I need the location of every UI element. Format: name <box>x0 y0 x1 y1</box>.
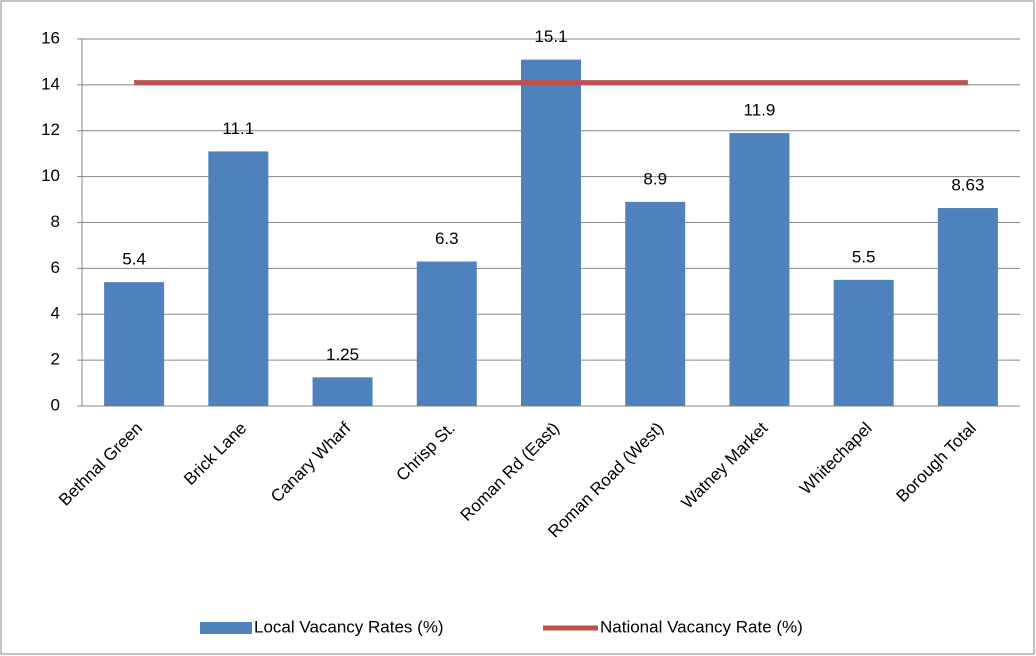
y-tick-label: 2 <box>51 350 60 369</box>
bar <box>416 261 477 406</box>
bar <box>208 151 269 406</box>
legend-swatch <box>200 622 252 634</box>
bar <box>625 201 686 406</box>
y-tick-label: 4 <box>51 304 60 323</box>
data-label: 15.1 <box>534 27 567 46</box>
data-label: 11.9 <box>744 101 776 120</box>
bar <box>937 208 998 406</box>
y-tick-label: 10 <box>41 166 60 185</box>
y-tick-label: 8 <box>51 212 60 231</box>
bar <box>104 282 165 406</box>
data-label: 8.9 <box>643 169 667 188</box>
bar <box>521 59 581 407</box>
data-label: 5.5 <box>852 247 876 266</box>
data-label: 8.63 <box>951 176 984 195</box>
bar <box>833 279 894 406</box>
bar <box>729 133 790 406</box>
y-tick-label: 6 <box>51 258 60 277</box>
y-tick-label: 12 <box>41 120 60 139</box>
data-label: 5.4 <box>122 250 146 269</box>
data-label: 11.1 <box>222 119 254 138</box>
bar <box>312 377 373 406</box>
data-label: 1.25 <box>326 345 359 364</box>
y-tick-label: 14 <box>41 74 60 93</box>
legend-label: National Vacancy Rate (%) <box>600 617 803 636</box>
y-tick-label: 16 <box>41 28 60 47</box>
y-tick-label: 0 <box>51 395 60 414</box>
data-label: 6.3 <box>435 229 459 248</box>
legend-label: Local Vacancy Rates (%) <box>254 617 444 636</box>
